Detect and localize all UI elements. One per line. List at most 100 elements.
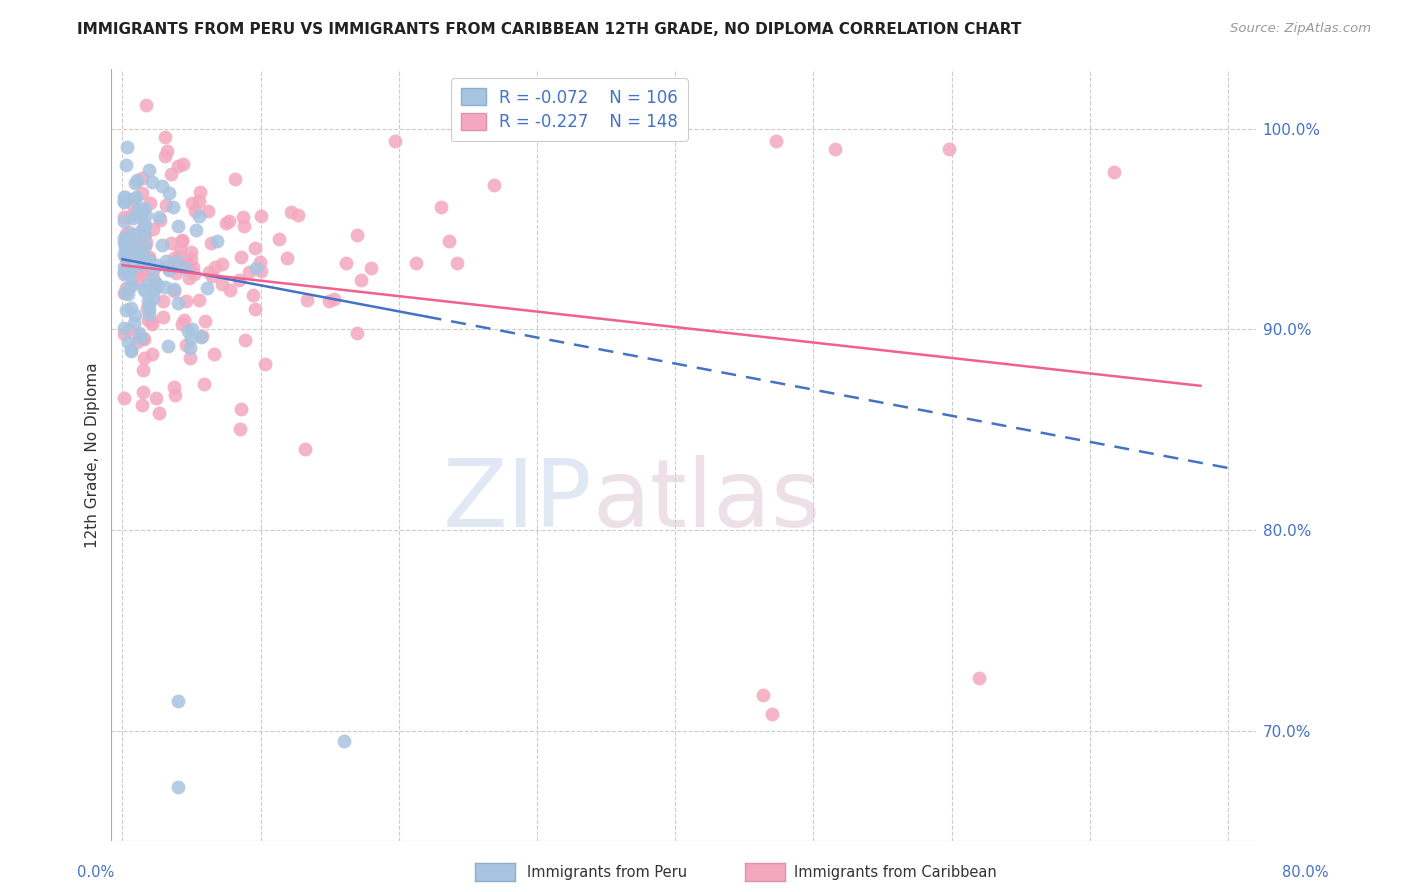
Point <box>117 321 139 335</box>
Point <box>179 341 201 355</box>
Point <box>163 285 186 299</box>
Point <box>114 327 136 342</box>
Point <box>280 205 302 219</box>
Point <box>112 235 135 250</box>
Point <box>120 343 142 357</box>
Point <box>162 200 184 214</box>
Point <box>967 672 990 686</box>
Point <box>125 238 148 252</box>
Point <box>157 339 180 353</box>
Point <box>169 242 191 256</box>
Point <box>142 284 165 298</box>
Text: Source: ZipAtlas.com: Source: ZipAtlas.com <box>1230 22 1371 36</box>
Point <box>134 232 156 246</box>
Point <box>231 250 253 264</box>
Point <box>132 385 155 400</box>
Text: 80.0%: 80.0% <box>1282 865 1329 880</box>
Point <box>179 351 201 365</box>
Point <box>129 264 152 278</box>
Point <box>136 294 159 309</box>
Point <box>131 171 153 186</box>
Point <box>153 129 176 144</box>
Point <box>173 313 195 327</box>
Point <box>112 194 135 209</box>
Point <box>249 255 271 269</box>
Point <box>138 163 160 178</box>
Point <box>143 281 166 295</box>
Point <box>211 257 233 271</box>
Point <box>360 260 382 275</box>
Point <box>233 219 256 233</box>
Point <box>232 211 254 225</box>
Point <box>129 224 152 238</box>
Point <box>170 318 193 332</box>
Point <box>115 158 138 172</box>
Point <box>121 277 143 292</box>
Point <box>346 326 368 341</box>
Point <box>115 251 138 265</box>
Point <box>155 254 177 268</box>
Point <box>134 237 156 252</box>
Point <box>195 280 218 294</box>
Point <box>118 279 141 293</box>
Point <box>135 235 157 249</box>
Point <box>136 313 159 327</box>
Point <box>135 97 157 112</box>
Point <box>128 328 150 343</box>
Point <box>125 334 148 349</box>
Point <box>167 296 190 310</box>
Point <box>118 238 141 252</box>
Point <box>124 308 146 322</box>
Point <box>112 194 135 208</box>
Point <box>128 210 150 224</box>
Point <box>129 208 152 222</box>
Point <box>173 261 195 276</box>
Text: ZIP: ZIP <box>443 455 592 548</box>
Point <box>218 214 240 228</box>
Point <box>112 210 135 224</box>
Legend: R = -0.072    N = 106, R = -0.227    N = 148: R = -0.072 N = 106, R = -0.227 N = 148 <box>450 78 688 142</box>
Point <box>134 239 156 253</box>
Point <box>128 243 150 257</box>
Point <box>188 293 211 308</box>
Point <box>197 203 219 218</box>
Point <box>141 347 163 361</box>
Point <box>172 259 194 273</box>
Point <box>294 442 316 456</box>
Point <box>134 201 156 215</box>
Point <box>132 332 155 346</box>
Text: atlas: atlas <box>592 455 820 548</box>
Point <box>118 225 141 239</box>
Point <box>141 175 163 189</box>
Point <box>295 293 318 308</box>
Point <box>219 283 242 297</box>
Point <box>155 198 177 212</box>
Text: IMMIGRANTS FROM PERU VS IMMIGRANTS FROM CARIBBEAN 12TH GRADE, NO DIPLOMA CORRELA: IMMIGRANTS FROM PERU VS IMMIGRANTS FROM … <box>77 22 1022 37</box>
Point <box>134 284 156 298</box>
Point <box>200 235 222 250</box>
Point <box>118 264 141 278</box>
Point <box>114 251 136 265</box>
Point <box>131 398 153 412</box>
Point <box>159 167 181 181</box>
Point <box>112 260 135 274</box>
Point <box>249 264 271 278</box>
Point <box>446 256 468 270</box>
Point <box>112 231 135 245</box>
Point <box>112 267 135 281</box>
Point <box>938 142 960 156</box>
Point <box>167 249 190 263</box>
Point <box>145 276 167 290</box>
Point <box>149 213 172 227</box>
Point <box>322 292 344 306</box>
Point <box>114 281 136 295</box>
Point <box>132 219 155 233</box>
Point <box>177 271 200 285</box>
Point <box>165 388 187 402</box>
Point <box>117 234 139 248</box>
Point <box>125 190 148 204</box>
Point <box>250 209 273 223</box>
Point <box>163 282 186 296</box>
Point <box>824 142 846 156</box>
Point <box>159 261 181 276</box>
